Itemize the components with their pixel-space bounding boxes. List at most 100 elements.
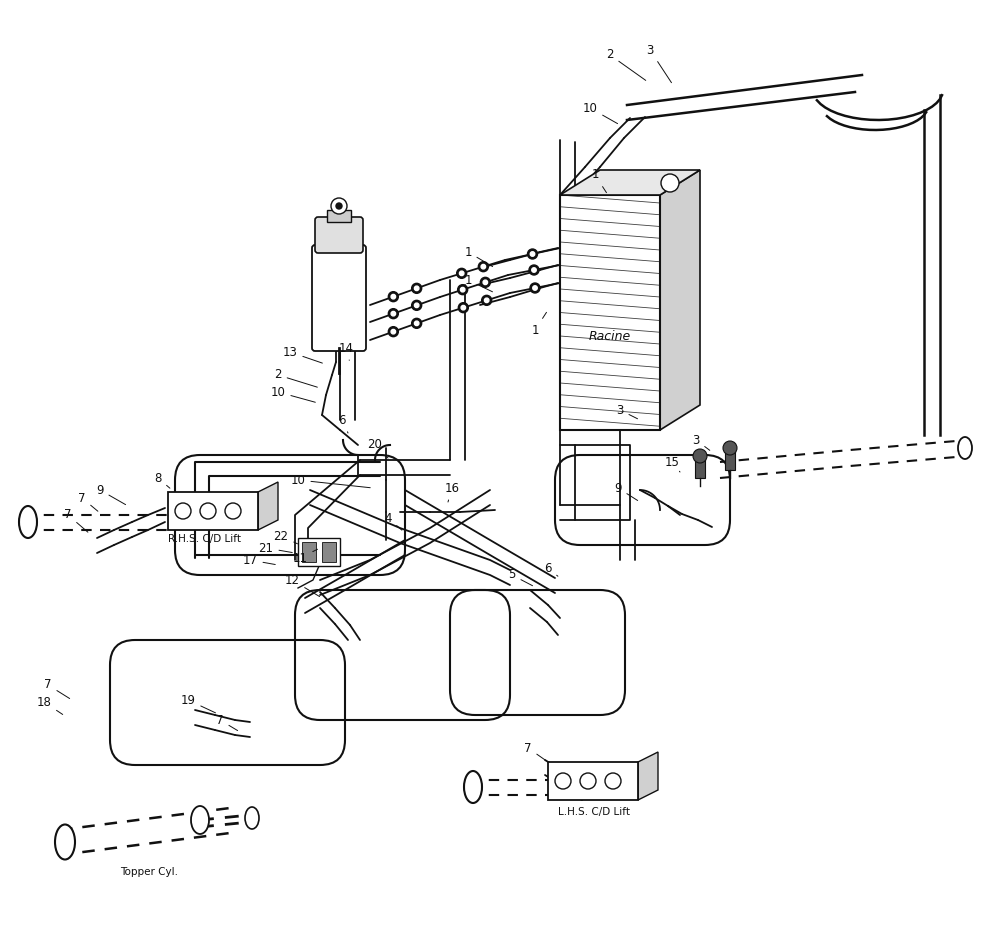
Circle shape	[391, 329, 396, 334]
Text: 6: 6	[338, 414, 348, 433]
Text: Topper Cyl.: Topper Cyl.	[120, 867, 178, 877]
Text: R.H.S. C/D Lift: R.H.S. C/D Lift	[168, 534, 241, 544]
Bar	[548, 762, 638, 800]
Text: 17: 17	[242, 554, 275, 567]
Text: 1: 1	[531, 312, 546, 336]
Text: 3: 3	[692, 433, 710, 450]
Bar	[725, 450, 735, 470]
Text: 5: 5	[508, 569, 533, 585]
Text: 9: 9	[96, 484, 126, 504]
Circle shape	[530, 252, 535, 256]
Circle shape	[200, 503, 216, 519]
Ellipse shape	[245, 807, 259, 829]
Bar	[695, 458, 705, 478]
Text: 4: 4	[384, 512, 402, 530]
Ellipse shape	[55, 825, 75, 859]
Ellipse shape	[19, 506, 37, 538]
Circle shape	[388, 292, 398, 302]
Ellipse shape	[191, 806, 209, 834]
Text: 20: 20	[368, 438, 388, 458]
Circle shape	[532, 267, 536, 272]
FancyBboxPatch shape	[312, 245, 366, 351]
Circle shape	[391, 295, 396, 299]
Bar	[327, 210, 351, 222]
Circle shape	[388, 327, 398, 336]
Circle shape	[414, 322, 419, 325]
Circle shape	[414, 286, 419, 291]
Circle shape	[482, 295, 492, 306]
Text: 22: 22	[274, 529, 297, 543]
Text: Racine: Racine	[589, 330, 631, 342]
Circle shape	[480, 278, 490, 287]
Text: 7: 7	[44, 678, 70, 698]
Circle shape	[605, 773, 621, 789]
Ellipse shape	[958, 437, 972, 459]
Polygon shape	[560, 170, 700, 195]
Text: 1: 1	[464, 245, 493, 267]
Circle shape	[331, 198, 347, 214]
Text: 10: 10	[271, 386, 315, 403]
Bar	[322, 542, 336, 562]
Circle shape	[414, 303, 419, 308]
Text: 3: 3	[616, 404, 638, 418]
Text: 12: 12	[285, 573, 320, 596]
Text: 1: 1	[464, 273, 492, 292]
Circle shape	[484, 298, 489, 303]
Circle shape	[388, 308, 398, 319]
Text: L.H.S. C/D Lift: L.H.S. C/D Lift	[558, 807, 630, 817]
Circle shape	[458, 303, 468, 312]
Circle shape	[528, 249, 538, 259]
Ellipse shape	[464, 771, 482, 803]
Circle shape	[529, 265, 539, 275]
Text: 2: 2	[606, 48, 646, 80]
Text: 10: 10	[583, 102, 618, 124]
Text: 7: 7	[524, 742, 546, 761]
Text: 19: 19	[180, 693, 215, 713]
Polygon shape	[258, 482, 278, 530]
FancyBboxPatch shape	[315, 217, 363, 253]
Circle shape	[533, 286, 537, 290]
Circle shape	[412, 319, 422, 328]
Circle shape	[459, 271, 464, 276]
Circle shape	[555, 773, 571, 789]
Circle shape	[661, 174, 679, 192]
Text: 21: 21	[258, 541, 292, 555]
Bar	[298, 538, 340, 566]
Circle shape	[483, 281, 488, 284]
Text: 15: 15	[665, 456, 680, 472]
Circle shape	[412, 283, 422, 294]
Text: 8: 8	[154, 472, 170, 488]
Circle shape	[460, 287, 465, 292]
Bar	[302, 542, 316, 562]
Bar	[560, 195, 660, 430]
Circle shape	[461, 306, 466, 310]
Circle shape	[391, 311, 396, 316]
Text: 11: 11	[292, 549, 318, 565]
Text: 13: 13	[283, 346, 322, 363]
Text: 6: 6	[544, 561, 558, 576]
Circle shape	[175, 503, 191, 519]
Text: 7: 7	[78, 491, 98, 512]
Circle shape	[693, 449, 707, 463]
Polygon shape	[638, 752, 658, 800]
Text: 9: 9	[614, 482, 638, 500]
Polygon shape	[660, 170, 700, 430]
Text: 7: 7	[64, 509, 88, 532]
Text: 1: 1	[591, 169, 606, 193]
Circle shape	[336, 203, 342, 209]
Circle shape	[530, 283, 540, 293]
Circle shape	[458, 284, 468, 295]
Circle shape	[723, 441, 737, 455]
Text: 7: 7	[216, 714, 238, 731]
Text: 3: 3	[646, 44, 671, 83]
Circle shape	[580, 773, 596, 789]
Circle shape	[478, 262, 488, 271]
Text: 2: 2	[274, 368, 317, 387]
Circle shape	[225, 503, 241, 519]
Bar	[168, 492, 258, 530]
Text: 18: 18	[37, 695, 63, 715]
Text: 14: 14	[338, 341, 354, 361]
Text: 16: 16	[444, 482, 460, 502]
Circle shape	[481, 265, 486, 269]
Circle shape	[457, 268, 467, 279]
